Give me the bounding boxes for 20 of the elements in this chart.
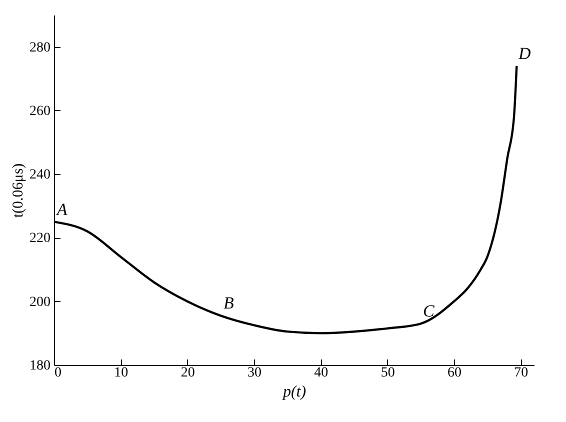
x-tick-label: 40 [314,366,328,380]
y-tick-label: 180 [30,358,50,374]
x-tick-label: 50 [380,366,395,380]
x-tick-label: 60 [448,366,462,380]
annotation: C [422,302,435,321]
annotation: A [56,200,68,219]
y-axis-title: t(0.06μs) [10,163,26,218]
annotation: B [223,294,234,313]
x-tick-label: 20 [180,366,195,380]
x-tick-label: 70 [514,366,528,380]
x-tick-label: 10 [114,366,128,380]
y-tick-label: 280 [30,40,50,56]
y-tick-label: 240 [30,168,50,183]
x-axis-title: p(t) [282,384,306,400]
x-tick-label: 30 [248,366,262,380]
x-tick-label: 0 [54,366,62,380]
y-tick-label: 260 [30,104,50,119]
y-tick-label: 200 [30,294,50,310]
y-tick-label: 220 [30,231,50,246]
annotation: D [518,44,532,63]
